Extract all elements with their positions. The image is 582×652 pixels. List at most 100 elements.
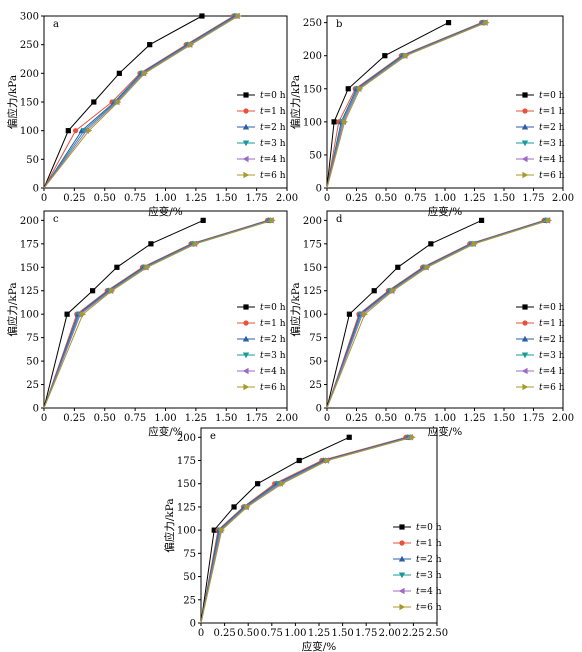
- data-point: [445, 20, 452, 26]
- y-tick-label: 200: [20, 216, 39, 227]
- series-line-t1h: [200, 436, 406, 624]
- x-tick-label: 1.25: [185, 193, 207, 204]
- x-tick-label: 1.25: [185, 413, 207, 424]
- legend-label: t=6 h: [260, 171, 286, 181]
- x-tick-label: 0.75: [124, 413, 146, 424]
- legend-entry: t=2 h: [393, 555, 442, 565]
- x-tick-label: 2.25: [402, 628, 424, 639]
- y-tick-label: 150: [177, 479, 196, 490]
- data-point: [142, 70, 149, 77]
- y-axis-label: 偏应力/kPa: [289, 282, 302, 336]
- legend-entry: t=4 h: [393, 587, 442, 597]
- series-line-t3h: [200, 436, 410, 624]
- y-tick-label: 300: [20, 12, 39, 23]
- y-tick-label: 125: [177, 502, 196, 513]
- legend-marker: [398, 555, 406, 562]
- data-point: [296, 457, 302, 464]
- x-axis-label: 应变/%: [302, 640, 337, 652]
- legend-entry: t=0 h: [516, 91, 565, 101]
- x-tick-label: 0.25: [63, 413, 85, 424]
- legend-label: t=1 h: [416, 539, 442, 549]
- data-point: [115, 98, 122, 106]
- y-tick-label: 250: [303, 18, 322, 29]
- panel-label: a: [53, 19, 59, 30]
- legend-label: t=2 h: [260, 335, 286, 345]
- legend-marker: [243, 108, 249, 114]
- panel-label: b: [336, 19, 342, 30]
- legend-label: t=4 h: [260, 155, 286, 165]
- x-tick-label: 1.75: [355, 628, 377, 639]
- x-tick-label: 1.50: [215, 413, 237, 424]
- data-point: [231, 504, 237, 510]
- legend-marker: [243, 92, 249, 98]
- data-point: [403, 52, 410, 59]
- legend-marker: [242, 140, 250, 147]
- y-tick-label: 0: [316, 184, 322, 195]
- y-tick-label: 175: [20, 239, 39, 250]
- data-point: [86, 127, 93, 134]
- x-tick-label: 1.50: [493, 193, 515, 204]
- panel-label: d: [336, 214, 343, 225]
- y-tick-label: 50: [26, 155, 39, 166]
- y-tick-label: 0: [190, 619, 196, 630]
- data-point: [342, 118, 348, 126]
- legend-marker: [399, 524, 405, 530]
- legend-label: t=0 h: [260, 303, 286, 313]
- x-tick-label: 0.75: [404, 193, 426, 204]
- y-tick-label: 75: [26, 333, 39, 344]
- plot-frame: [43, 15, 288, 189]
- legend-marker: [522, 304, 528, 310]
- legend-marker: [521, 155, 528, 163]
- legend-marker: [521, 140, 529, 147]
- legend-entry: t=3 h: [516, 351, 565, 361]
- data-point: [80, 310, 87, 318]
- series-line-t6h: [326, 219, 549, 409]
- data-point: [90, 288, 96, 294]
- y-tick-label: 200: [177, 433, 196, 444]
- legend-entry: t=1 h: [516, 107, 565, 117]
- data-point: [219, 526, 225, 534]
- x-tick-label: 0: [324, 413, 330, 424]
- y-tick-label: 50: [309, 150, 322, 161]
- series-line-t4h: [326, 22, 486, 189]
- data-point: [64, 311, 70, 317]
- chart-panel-e: 0 0.25 0.50 0.75 1.00 1.25 1.50 1.75 2.00 2.25 2.5…: [163, 427, 448, 652]
- legend-marker: [521, 335, 529, 342]
- plot-frame: [43, 210, 288, 409]
- y-axis-label: 偏应力/kPa: [289, 75, 302, 129]
- data-point: [382, 53, 388, 59]
- x-tick-label: 0.50: [94, 193, 116, 204]
- data-point: [114, 264, 120, 270]
- series-line-t0h: [200, 436, 350, 624]
- x-tick-label: 0: [41, 193, 47, 204]
- legend-label: t=1 h: [260, 319, 286, 329]
- y-tick-label: 25: [309, 380, 322, 391]
- legend-entry: t=0 h: [237, 91, 286, 101]
- legend-label: t=4 h: [416, 587, 442, 597]
- x-tick-label: 1.00: [154, 193, 176, 204]
- data-point: [109, 287, 116, 294]
- x-tick-label: 0: [41, 413, 47, 424]
- y-tick-label: 250: [20, 40, 39, 51]
- series-line-t4h: [200, 436, 411, 624]
- x-axis-label: 应变/%: [428, 425, 463, 438]
- panel-label: c: [53, 214, 59, 225]
- data-point: [345, 86, 351, 92]
- x-tick-label: 2.50: [426, 628, 448, 639]
- legend-label: t=3 h: [539, 351, 565, 361]
- x-tick-label: 1.75: [522, 413, 544, 424]
- x-tick-label: 2.00: [276, 193, 298, 204]
- legend-entry: t=4 h: [516, 367, 565, 377]
- data-point: [546, 217, 553, 224]
- x-tick-label: 2.00: [276, 413, 298, 424]
- data-point: [371, 288, 377, 294]
- legend-label: t=1 h: [539, 319, 565, 329]
- series-line-t0h: [43, 219, 204, 409]
- legend-label: t=3 h: [260, 139, 286, 149]
- legend-marker: [242, 155, 249, 163]
- series-line-t0h: [326, 22, 449, 189]
- data-point: [331, 119, 337, 125]
- legend-label: t=6 h: [539, 171, 565, 181]
- legend-label: t=0 h: [539, 91, 565, 101]
- legend-entry: t=1 h: [237, 319, 286, 329]
